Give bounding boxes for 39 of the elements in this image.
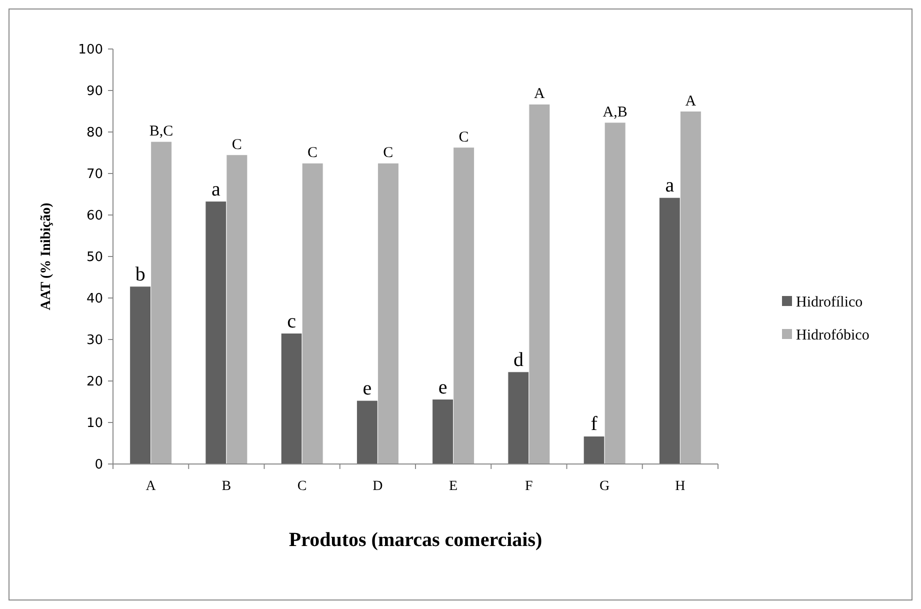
x-tick-label: B: [222, 479, 232, 494]
y-tick-label: 0: [94, 458, 103, 473]
annotation: a: [211, 178, 220, 200]
annotation: A: [685, 93, 696, 110]
x-tick-label: E: [449, 479, 458, 494]
y-tick-label: 20: [86, 374, 103, 390]
annotation: f: [590, 413, 598, 436]
annotation: b: [135, 263, 146, 286]
annotation: C: [308, 145, 318, 162]
annotation: B,C: [149, 124, 174, 140]
y-tick-label: 30: [86, 333, 103, 348]
annotation: a: [665, 174, 674, 197]
y-tick-label: 80: [86, 126, 103, 141]
legend-label: Hidrofílico: [796, 294, 863, 310]
y-tick-label: 70: [86, 167, 103, 182]
y-axis-title: AAT (% Inibição): [39, 202, 54, 310]
annotation: d: [513, 348, 524, 371]
x-tick-label: G: [600, 479, 610, 494]
y-tick-label: 90: [86, 84, 103, 100]
y-tick-label: 60: [86, 208, 103, 224]
y-tick-label: 50: [86, 250, 103, 266]
annotation: A,B: [602, 104, 628, 120]
annotation: A: [534, 86, 546, 102]
annotation: e: [438, 376, 448, 398]
annotation: C: [458, 129, 469, 146]
annotation: e: [362, 378, 372, 400]
x-tick-label: F: [525, 479, 534, 494]
annotation: c: [287, 310, 296, 332]
annotation: C: [232, 136, 242, 153]
y-tick-label: 40: [86, 292, 103, 307]
x-tick-label: H: [675, 479, 686, 494]
x-tick-label: A: [146, 479, 157, 494]
x-axis-title: Produtos (marcas comerciais): [288, 529, 542, 551]
legend-label: Hidrofóbico: [796, 327, 870, 344]
y-tick-label: 10: [86, 416, 103, 432]
x-tick-label: D: [372, 479, 383, 494]
annotation: C: [383, 145, 394, 162]
y-tick-label: 100: [78, 42, 103, 58]
x-tick-label: C: [297, 479, 307, 494]
